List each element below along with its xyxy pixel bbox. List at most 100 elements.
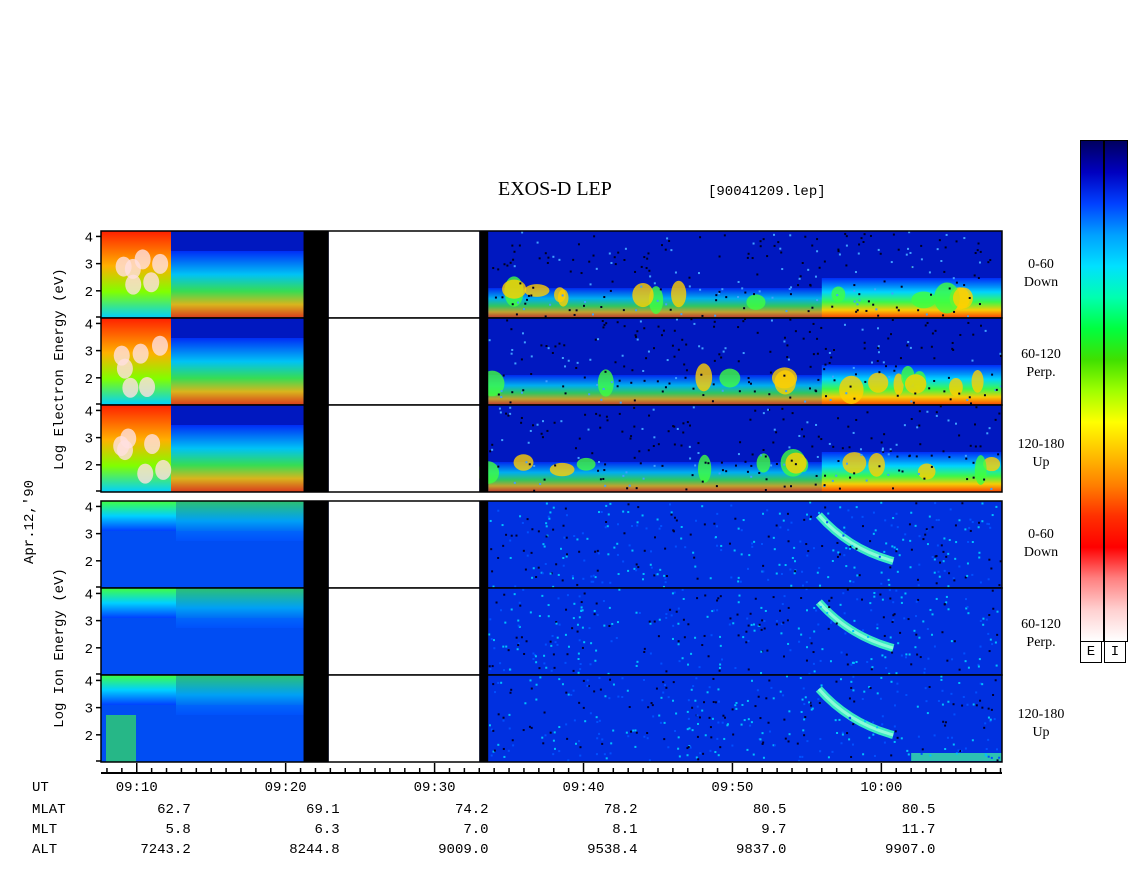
speckle (981, 706, 984, 709)
speckle (951, 341, 954, 344)
speckle (857, 252, 860, 255)
speckle (862, 629, 865, 632)
ephemeris-value: 11.7 (901, 822, 936, 838)
speckle (579, 746, 582, 749)
speckle (778, 609, 781, 612)
speckle (740, 529, 743, 532)
speckle (876, 726, 879, 729)
speckle (883, 741, 886, 744)
speckle (671, 637, 674, 640)
speckle (730, 576, 733, 579)
speckle (891, 319, 894, 322)
speckle (972, 476, 975, 479)
speckle (629, 437, 632, 440)
speckle (750, 475, 753, 478)
dispersion-streak (817, 688, 894, 737)
speckle (943, 603, 946, 606)
speckle (658, 714, 661, 717)
speckle (685, 369, 688, 372)
speckle (722, 714, 725, 717)
speckle (717, 754, 720, 757)
speckle (944, 724, 947, 727)
speckle (887, 473, 890, 476)
speckle (527, 294, 530, 297)
speckle (532, 286, 535, 289)
speckle (525, 461, 528, 464)
speckle (594, 659, 597, 662)
speckle (724, 716, 727, 719)
speckle (850, 686, 853, 689)
speckle (841, 733, 844, 736)
speckle (713, 325, 716, 328)
speckle (881, 715, 884, 718)
speckle (528, 463, 531, 466)
speckle (766, 649, 769, 652)
speckle (611, 280, 614, 283)
speckle (887, 337, 890, 340)
speckle (646, 257, 649, 260)
speckle (831, 559, 834, 562)
speckle (960, 749, 963, 752)
speckle (828, 351, 831, 354)
speckle (626, 487, 629, 490)
speckle (994, 641, 997, 644)
spectral-blob (152, 253, 169, 274)
speckle (992, 693, 995, 696)
speckle (798, 640, 801, 643)
speckle (581, 646, 584, 649)
speckle (667, 430, 670, 433)
speckle (555, 563, 558, 566)
speckle (962, 695, 965, 698)
speckle (994, 418, 997, 421)
speckle (603, 296, 606, 299)
speckle (978, 556, 981, 559)
speckle (653, 464, 656, 467)
speckle (907, 753, 910, 756)
speckle (523, 652, 526, 655)
speckle (567, 759, 570, 762)
speckle (706, 615, 709, 618)
speckle (501, 296, 504, 299)
speckle (831, 305, 834, 308)
speckle (964, 528, 967, 531)
speckle (622, 510, 625, 513)
speckle (517, 644, 520, 647)
speckle (606, 419, 609, 422)
ephemeris-value: 7.0 (463, 822, 489, 838)
speckle (868, 686, 871, 689)
speckle (746, 256, 749, 259)
speckle (685, 343, 688, 346)
speckle (576, 583, 579, 586)
speckle (841, 447, 844, 450)
speckle (943, 390, 946, 393)
speckle (694, 464, 697, 467)
speckle (497, 713, 500, 716)
speckle (922, 620, 925, 623)
speckle (846, 663, 849, 666)
speckle (979, 581, 982, 584)
speckle (880, 571, 883, 574)
speckle (874, 529, 877, 532)
speckle (949, 508, 952, 511)
speckle (836, 555, 839, 558)
speckle (892, 614, 895, 617)
speckle (489, 668, 492, 671)
speckle (796, 742, 799, 745)
speckle (938, 239, 941, 242)
spectral-blob (137, 463, 154, 484)
speckle (849, 385, 852, 388)
speckle (515, 313, 518, 316)
speckle (586, 684, 589, 687)
speckle (738, 390, 741, 393)
speckle (942, 560, 945, 563)
speckle (854, 373, 857, 376)
speckle (760, 454, 763, 457)
spectral-blob (949, 377, 963, 397)
speckle (605, 415, 608, 418)
speckle (604, 695, 607, 698)
speckle (864, 380, 867, 383)
speckle (761, 742, 764, 745)
speckle (511, 739, 514, 742)
speckle (895, 589, 898, 592)
speckle (581, 626, 584, 629)
